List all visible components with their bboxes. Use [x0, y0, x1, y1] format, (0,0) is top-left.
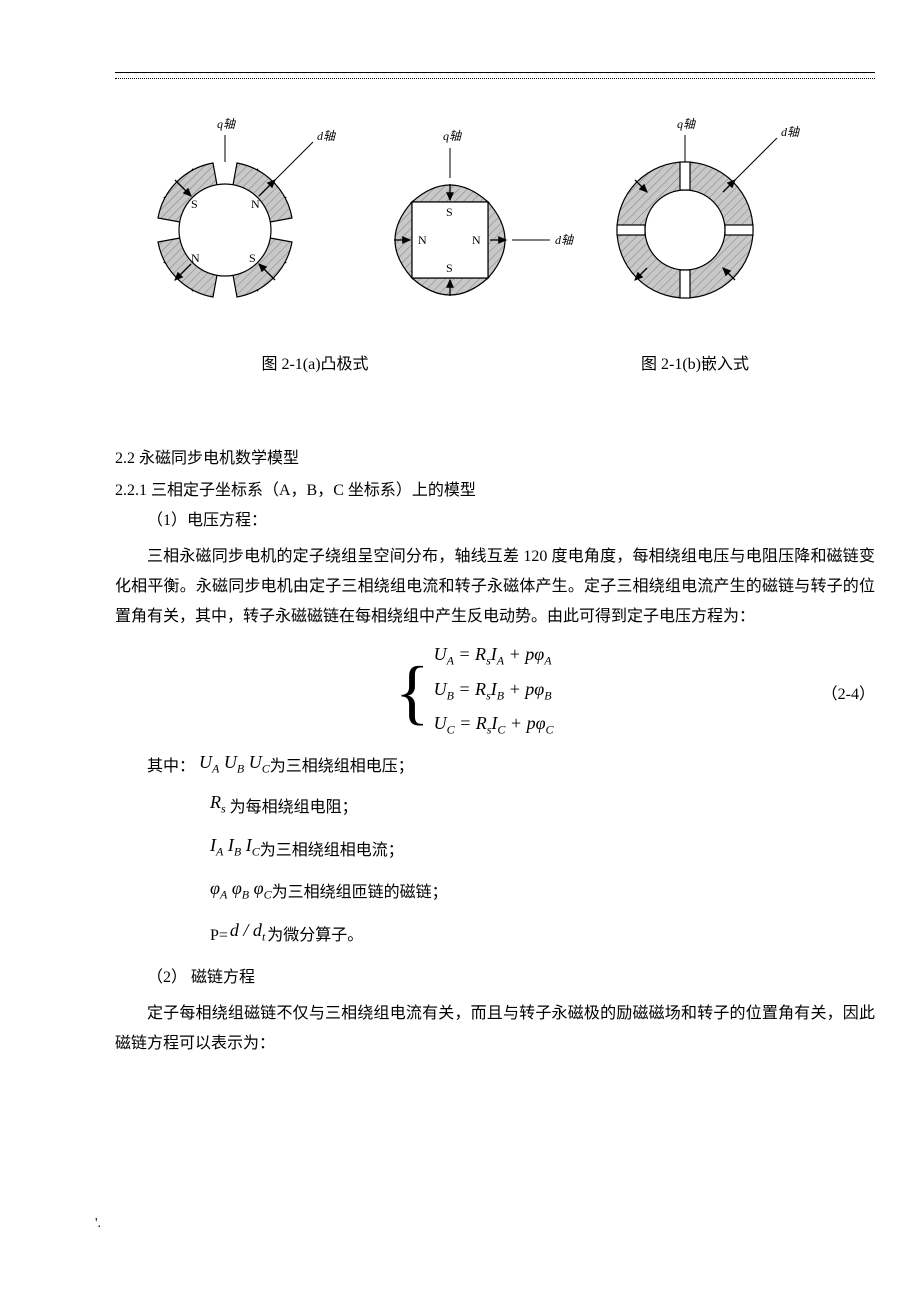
- rotor-a: N S N S: [158, 135, 313, 297]
- caption-b: 图 2-1(b)嵌入式: [515, 350, 875, 374]
- figure-2-1: N S N S q轴 d轴: [95, 100, 855, 340]
- rotor-b-right: [617, 135, 777, 298]
- equation-2-4: { UA = RsIA + pφA UB = RsIB + pφB UC = R…: [115, 640, 875, 744]
- eq-line-1: UA = RsIA + pφA: [434, 640, 554, 675]
- eq-line-2: UB = RsIB + pφB: [434, 675, 554, 710]
- heading-2-2-1: 2.2.1 三相定子坐标系（A，B，C 坐标系）上的模型: [115, 476, 875, 500]
- pole-label: N: [191, 251, 200, 265]
- equation-number: （2-4）: [822, 680, 875, 704]
- d-axis-label: d轴: [317, 129, 337, 143]
- caption-a: 图 2-1(a)凸极式: [115, 350, 515, 374]
- paragraph-flux: 定子每相绕组磁链不仅与三相绕组电流有关，而且与转子永磁极的励磁磁场和转子的位置角…: [115, 999, 875, 1059]
- pole-label: S: [249, 251, 256, 265]
- svg-text:S: S: [446, 261, 453, 275]
- pole-label: S: [191, 197, 198, 211]
- heading-2-2: 2.2 永磁同步电机数学模型: [115, 444, 875, 468]
- pole-label: N: [251, 197, 260, 211]
- rotor-diagrams-svg: N S N S q轴 d轴: [95, 100, 855, 340]
- svg-text:S: S: [446, 205, 453, 219]
- svg-text:d轴: d轴: [781, 125, 801, 139]
- where-r: Rs 为每相绕组电阻；: [210, 792, 875, 817]
- svg-text:d轴: d轴: [555, 233, 575, 247]
- item-2-label: （2） 磁链方程: [115, 963, 875, 993]
- footnote-mark: '.: [95, 1216, 101, 1232]
- svg-text:q轴: q轴: [677, 117, 697, 131]
- eq-line-3: UC = RsIC + pφC: [434, 709, 554, 744]
- svg-text:q轴: q轴: [443, 129, 463, 143]
- figure-captions: 图 2-1(a)凸极式 图 2-1(b)嵌入式: [115, 350, 875, 374]
- q-axis-label: q轴: [217, 117, 237, 131]
- svg-text:N: N: [472, 233, 481, 247]
- where-p: P= d / dt 为微分算子。: [210, 920, 875, 945]
- rotor-b-center: S S N N: [394, 148, 550, 296]
- where-u: 其中： UA UB UC 为三相绕组相电压；: [115, 752, 875, 777]
- item-1-label: （1）电压方程：: [115, 506, 875, 536]
- where-i: IA IB IC 为三相绕组相电流；: [210, 835, 875, 860]
- where-phi: φA φB φC 为三相绕组匝链的磁链；: [210, 878, 875, 903]
- svg-text:N: N: [418, 233, 427, 247]
- paragraph-voltage: 三相永磁同步电机的定子绕组呈空间分布，轴线互差 120 度电角度，每相绕组电压与…: [115, 542, 875, 632]
